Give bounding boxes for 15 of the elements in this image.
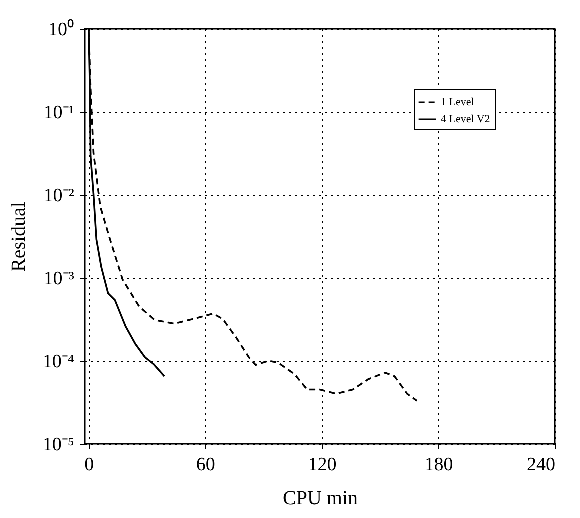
y-axis-title: Residual [8, 202, 30, 272]
legend-label: 1 Level [441, 96, 474, 108]
x-tick-label: 0 [84, 454, 94, 476]
y-tick-label: 10⁻⁵ [42, 434, 74, 456]
y-tick-label: 10⁻³ [44, 268, 75, 290]
y-tick-label: 10⁰ [48, 18, 74, 40]
x-tick-label: 180 [424, 454, 454, 476]
legend-label: 4 Level V2 [441, 114, 490, 126]
y-tick-label: 10⁻⁴ [42, 352, 75, 372]
y-tick-label: 10⁻¹ [44, 102, 75, 124]
x-tick-label: 240 [527, 454, 556, 476]
x-axis-title: CPU min [282, 488, 358, 510]
y-tick-label: 10⁻² [44, 186, 75, 206]
x-tick-label: 60 [196, 454, 216, 476]
x-tick-label: 120 [308, 454, 337, 476]
